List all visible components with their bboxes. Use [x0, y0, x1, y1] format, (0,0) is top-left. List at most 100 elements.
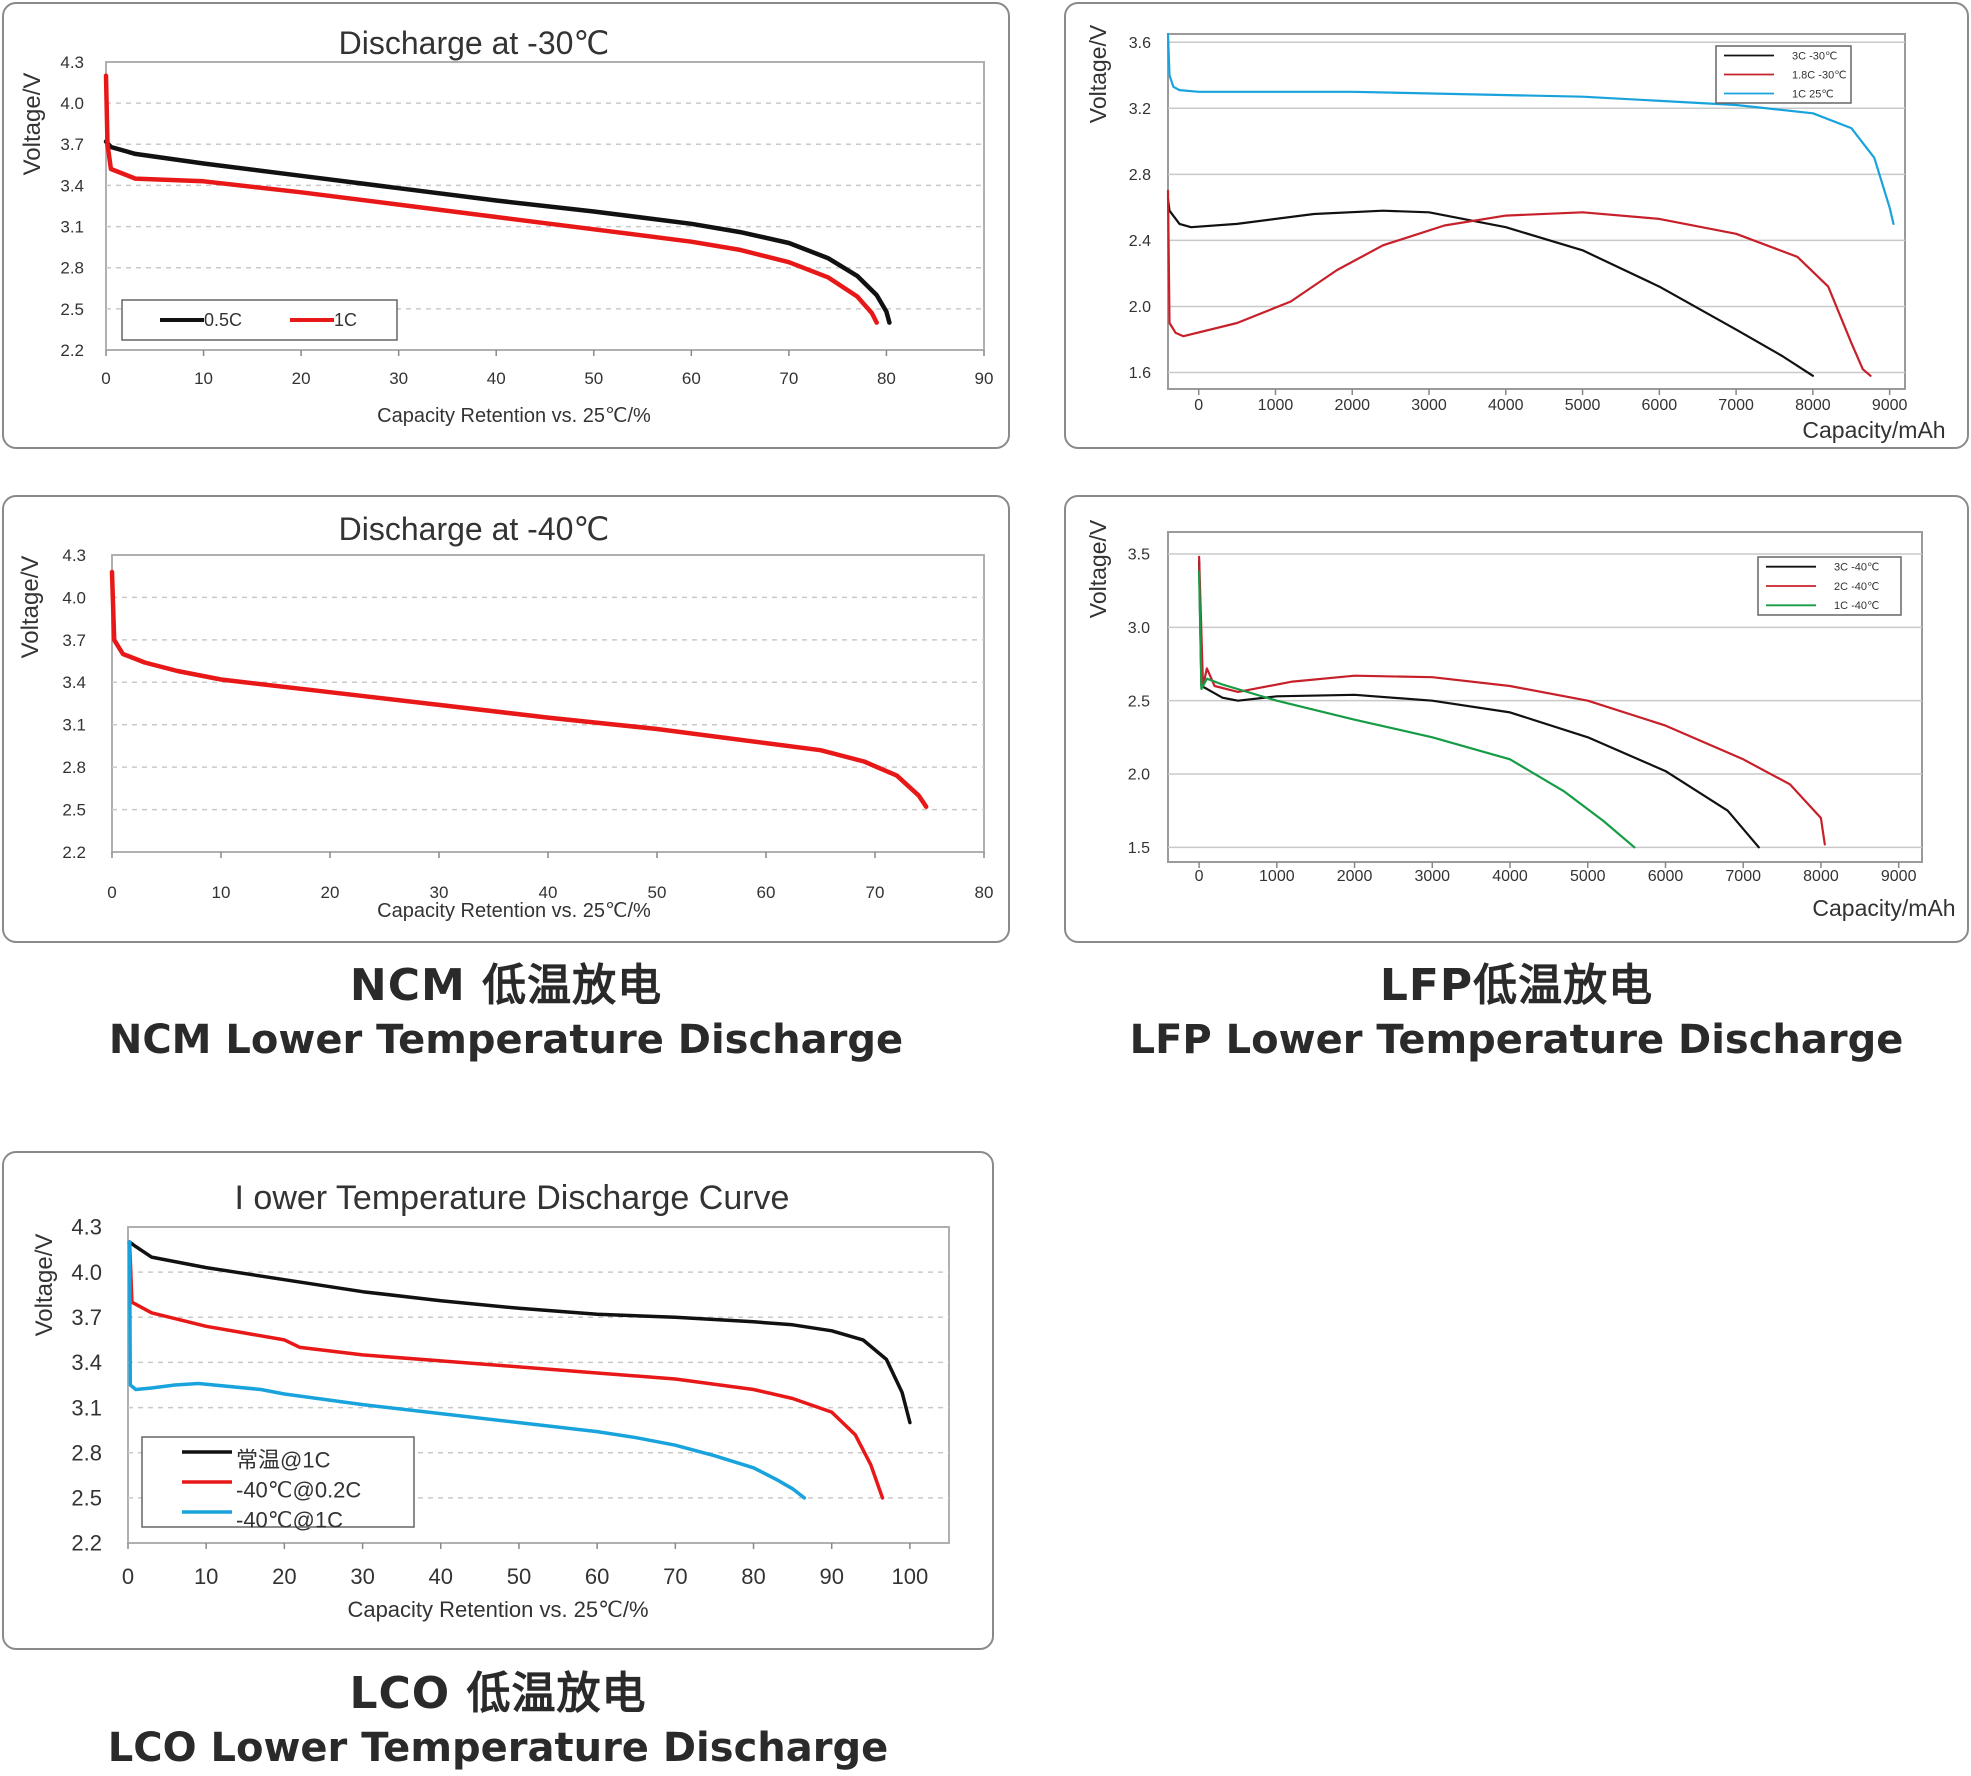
chart-title: Discharge at -40℃ [339, 511, 610, 547]
x-tick-label: 10 [194, 369, 213, 388]
chart-title: Discharge at -30℃ [339, 25, 610, 61]
y-axis-label: Voltage/V [31, 1234, 58, 1337]
y-tick-label: 3.4 [60, 176, 84, 195]
y-tick-label: 2.5 [62, 801, 86, 820]
y-tick-label: 2.8 [71, 1440, 102, 1465]
x-tick-label: 9000 [1881, 868, 1917, 885]
legend-label: 3C -40℃ [1834, 562, 1879, 574]
ncm-caption-cn: NCM 低温放电 [349, 960, 663, 1011]
x-axis-label: Capacity Retention vs. 25℃/% [377, 405, 651, 427]
y-tick-label: 4.3 [62, 546, 86, 565]
x-tick-label: 90 [975, 369, 994, 388]
x-axis-label: Capacity/mAh [1812, 895, 1955, 921]
lfp-minus40-chart: 3.5 3.0 2.5 2.0 1.5 0 1000 2000 3000 4000 5000 6000… [1085, 519, 1956, 921]
x-tick-label: 7000 [1718, 397, 1754, 414]
legend-label: -40℃@0.2C [236, 1478, 361, 1503]
series-line [103, 139, 892, 325]
y-tick-label: 2.0 [1129, 299, 1151, 316]
x-tick-label: 80 [877, 369, 896, 388]
x-axis-label: Capacity Retention vs. 25℃/% [377, 900, 651, 922]
lco-chart: 4.3 4.0 3.7 3.4 3.1 2.8 2.5 2.2 0 10 20 30 40 50 60 70 8… [31, 1179, 950, 1622]
x-tick-label: 60 [757, 883, 776, 902]
legend-label: 1C -40℃ [1834, 600, 1879, 612]
x-tick-label: 6000 [1642, 397, 1678, 414]
x-tick-label: 20 [321, 883, 340, 902]
y-tick-label: 2.8 [62, 758, 86, 777]
x-tick-label: 10 [194, 1564, 218, 1589]
x-tick-label: 30 [430, 883, 449, 902]
y-tick-label: 2.4 [1129, 233, 1151, 250]
x-tick-label: 40 [487, 369, 506, 388]
lco-chart-panel: 4.3 4.0 3.7 3.4 3.1 2.8 2.5 2.2 0 10 20 30 40 50 60 70 8… [2, 1151, 994, 1650]
y-tick-label: 2.5 [60, 300, 84, 319]
lfp-caption-cn: LFP低温放电 [1379, 960, 1654, 1011]
ncm-caption-en: NCM Lower Temperature Discharge [108, 1017, 904, 1063]
y-tick-label: 3.0 [1128, 620, 1150, 637]
lco-caption-cn: LCO 低温放电 [349, 1668, 647, 1719]
ncm-minus30-chart: 4.3 4.0 3.7 3.4 3.1 2.8 2.5 2.2 0 10 20 30 40 50 60 70 8… [19, 25, 994, 427]
legend-label: 1C [334, 310, 357, 330]
x-tick-label: 50 [584, 369, 603, 388]
y-tick-label: 3.7 [71, 1305, 102, 1330]
y-tick-label: 2.0 [1128, 767, 1150, 784]
x-tick-label: 50 [507, 1564, 531, 1589]
x-tick-label: 30 [350, 1564, 374, 1589]
x-tick-label: 4000 [1492, 868, 1528, 885]
legend-label: 1C 25℃ [1792, 88, 1834, 100]
lfp-minus30-chart: 3.6 3.2 2.8 2.4 2.0 1.6 0 1000 2000 3000 4000 5000 6… [1085, 24, 1946, 443]
legend-label: 常温@1C [236, 1448, 331, 1473]
x-tick-label: 7000 [1725, 868, 1761, 885]
legend-label: 0.5C [204, 310, 242, 330]
x-tick-label: 0 [101, 369, 110, 388]
x-axis-label: Capacity/mAh [1802, 417, 1945, 443]
y-tick-label: 3.4 [62, 673, 86, 692]
series-line [103, 73, 879, 325]
y-tick-label: 2.5 [1128, 693, 1150, 710]
x-tick-label: 0 [107, 883, 116, 902]
y-tick-label: 3.5 [1128, 547, 1150, 564]
chart-title: I ower Temperature Discharge Curve [235, 1179, 790, 1217]
x-tick-label: 1000 [1259, 868, 1295, 885]
x-tick-label: 8000 [1795, 397, 1831, 414]
y-tick-label: 2.8 [1129, 167, 1151, 184]
x-tick-label: 20 [272, 1564, 296, 1589]
y-tick-label: 3.1 [60, 218, 84, 237]
y-tick-label: 2.5 [71, 1486, 102, 1511]
y-tick-label: 4.0 [60, 94, 84, 113]
plot-frame [105, 61, 985, 351]
series-line [127, 1240, 807, 1500]
y-tick-label: 2.2 [62, 843, 86, 862]
x-tick-label: 6000 [1648, 868, 1684, 885]
plot-frame [127, 1226, 950, 1544]
y-tick-label: 4.0 [62, 588, 86, 607]
x-tick-label: 20 [292, 369, 311, 388]
series-line [127, 1240, 912, 1425]
y-tick-label: 3.4 [71, 1350, 102, 1375]
ncm-caption: NCM 低温放电 NCM Lower Temperature Discharge [2, 958, 1010, 1066]
ncm-minus40-chart-panel: 4.3 4.0 3.7 3.4 3.1 2.8 2.5 2.2 0 10 20 30 40 50 60 70 8… [2, 495, 1010, 943]
y-tick-label: 1.5 [1128, 840, 1150, 857]
plot-frame [111, 554, 985, 853]
y-tick-label: 4.3 [60, 53, 84, 72]
x-tick-label: 0 [122, 1564, 134, 1589]
y-tick-label: 2.2 [71, 1531, 102, 1556]
series-line [109, 569, 929, 809]
y-tick-label: 4.3 [71, 1215, 102, 1240]
series-line [1198, 555, 1826, 846]
y-tick-label: 3.7 [62, 631, 86, 650]
plot-frame [1167, 531, 1923, 863]
lfp-minus40-chart-panel: 3.5 3.0 2.5 2.0 1.5 0 1000 2000 3000 4000 5000 6000… [1064, 495, 1969, 943]
y-tick-label: 3.2 [1129, 101, 1151, 118]
x-tick-label: 3000 [1414, 868, 1450, 885]
x-tick-label: 0 [1195, 868, 1204, 885]
series-line [1166, 189, 1872, 377]
lco-caption: LCO 低温放电 LCO Lower Temperature Discharge [2, 1666, 994, 1774]
legend-label: -40℃@1C [236, 1508, 343, 1533]
y-tick-label: 3.1 [71, 1395, 102, 1420]
x-tick-label: 60 [585, 1564, 609, 1589]
lfp-caption-en: LFP Lower Temperature Discharge [1129, 1017, 1904, 1063]
y-tick-label: 3.6 [1129, 35, 1151, 52]
lfp-minus30-chart-panel: 3.6 3.2 2.8 2.4 2.0 1.6 0 1000 2000 3000 4000 5000 6… [1064, 2, 1969, 449]
y-tick-label: 1.6 [1129, 365, 1151, 382]
series-line [127, 1240, 885, 1500]
